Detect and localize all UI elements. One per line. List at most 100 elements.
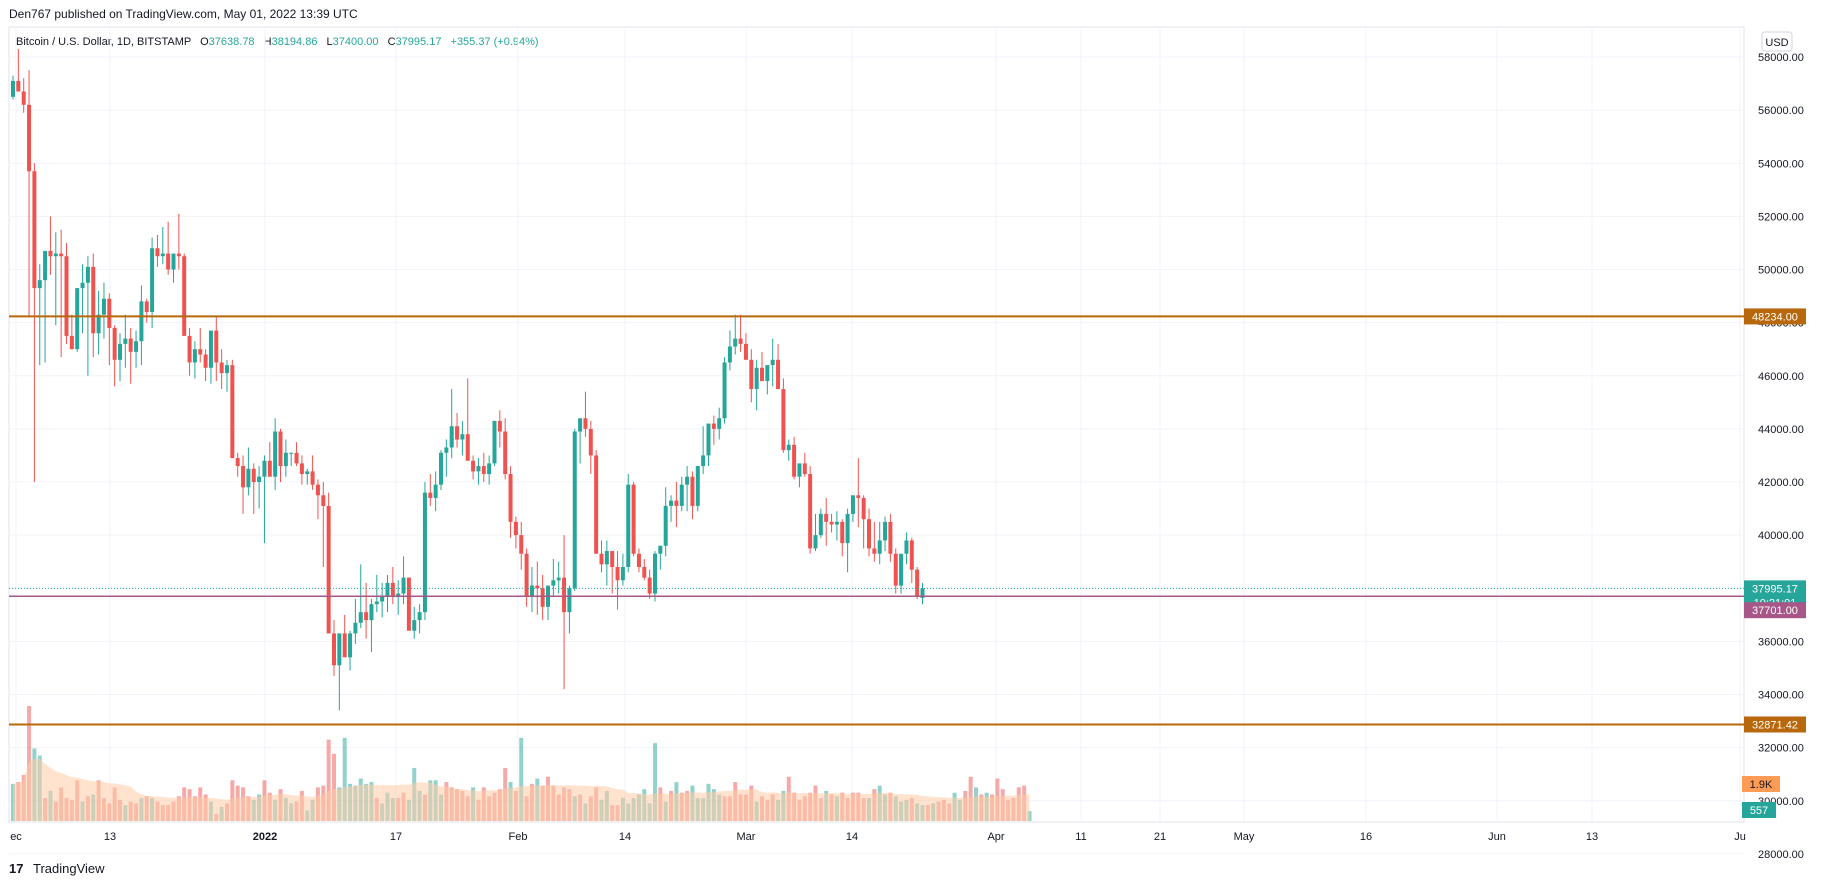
candle-body bbox=[396, 593, 401, 597]
alert-price-badge: 37701.00 bbox=[1744, 602, 1806, 619]
horizontal-levels[interactable] bbox=[9, 315, 1744, 726]
candle-body bbox=[497, 420, 502, 432]
x-tick-label: 13 bbox=[1586, 831, 1598, 843]
candle-body bbox=[824, 513, 829, 522]
candle-body bbox=[567, 588, 572, 613]
candle-body bbox=[615, 567, 620, 581]
x-tick-label: 14 bbox=[846, 831, 858, 843]
candle-body bbox=[214, 330, 219, 363]
candle-body bbox=[96, 314, 101, 334]
candle-body bbox=[134, 341, 139, 352]
candle-body bbox=[64, 256, 69, 336]
candle-body bbox=[225, 365, 229, 374]
y-tick-label: 40000.00 bbox=[1758, 530, 1804, 542]
candle-body bbox=[487, 463, 492, 475]
candle-body bbox=[283, 452, 288, 467]
candle-body bbox=[326, 505, 331, 634]
y-tick-label: 42000.00 bbox=[1758, 477, 1804, 489]
candle-body bbox=[246, 468, 251, 488]
candle-body bbox=[904, 540, 909, 554]
candle-body bbox=[727, 346, 732, 363]
candle-body bbox=[53, 253, 58, 257]
candle-body bbox=[262, 460, 267, 477]
candle-body bbox=[535, 585, 540, 589]
x-tick-label: Mar bbox=[737, 831, 756, 843]
x-tick-label: 11 bbox=[1075, 831, 1086, 843]
candle-body bbox=[877, 540, 882, 554]
candle-body bbox=[802, 463, 807, 475]
grid bbox=[9, 27, 1744, 855]
candle-body bbox=[342, 633, 347, 658]
candle-body bbox=[765, 365, 770, 382]
candle-body bbox=[91, 266, 96, 334]
candle-body bbox=[107, 298, 112, 328]
candle-body bbox=[562, 577, 567, 613]
tv-logo-icon: 17 bbox=[9, 861, 23, 876]
candle-body bbox=[294, 452, 299, 464]
candle-body bbox=[444, 447, 449, 453]
volume-ma-badge-bg bbox=[1742, 776, 1780, 792]
price-axis[interactable]: 58000.00 56000.00 54000.00 52000.00 50000.00… bbox=[1758, 52, 1804, 885]
candle-body bbox=[743, 343, 748, 360]
candle-body bbox=[685, 476, 690, 485]
candle-body bbox=[620, 567, 625, 581]
candle-body bbox=[144, 301, 149, 312]
candle-body bbox=[176, 253, 181, 257]
candle-body bbox=[171, 253, 176, 270]
candle-body bbox=[428, 492, 433, 498]
alert-price-badge-bg bbox=[1744, 602, 1806, 619]
published-by-text: Den767 published on TradingView.com, May… bbox=[9, 7, 358, 21]
candle-body bbox=[588, 428, 593, 456]
candle-body bbox=[808, 474, 813, 549]
candle-body bbox=[422, 492, 427, 613]
alert-price-badge-text: 37701.00 bbox=[1752, 605, 1798, 617]
candle-body bbox=[112, 327, 117, 360]
candle-body bbox=[599, 553, 604, 565]
candle-body bbox=[150, 248, 155, 312]
candle-body bbox=[503, 431, 508, 475]
candle-body bbox=[80, 282, 85, 289]
candle-body bbox=[663, 505, 668, 546]
support-price-badge-text: 32871.42 bbox=[1752, 719, 1798, 731]
candle-body bbox=[722, 362, 727, 419]
currency-button[interactable]: USD bbox=[1761, 31, 1793, 52]
tradingview-logo[interactable]: 17 TradingView bbox=[9, 861, 105, 876]
candle-body bbox=[433, 484, 438, 498]
x-tick-label: 17 bbox=[390, 831, 402, 843]
change-value: +355.37 (+0.94%) bbox=[451, 36, 539, 48]
brand-text: TradingView bbox=[33, 861, 105, 876]
candle-body bbox=[315, 484, 320, 496]
candle-body bbox=[380, 596, 385, 602]
candle-body bbox=[219, 362, 224, 374]
candle-body bbox=[872, 548, 877, 554]
candle-body bbox=[230, 365, 235, 459]
candle-body bbox=[412, 620, 417, 631]
candle-body bbox=[792, 444, 797, 477]
x-tick-label: 21 bbox=[1154, 831, 1166, 843]
candle-body bbox=[182, 256, 187, 336]
x-tick-label: 2022 bbox=[253, 831, 277, 843]
candle-body bbox=[519, 535, 524, 554]
candle-body bbox=[909, 540, 914, 570]
candle-body bbox=[251, 468, 256, 482]
candle-body bbox=[711, 423, 716, 429]
candle-body bbox=[610, 551, 615, 567]
last-price-badge-text: 37995.17 bbox=[1752, 583, 1798, 595]
x-tick-label: May bbox=[1234, 831, 1255, 843]
candle-body bbox=[166, 253, 171, 270]
time-axis[interactable]: ec 13 2022 17 Feb 14 Mar 14 Apr 11 21 May 16 Jun 13 Ju bbox=[10, 831, 1746, 843]
x-tick-label: Apr bbox=[987, 831, 1004, 843]
candle-body bbox=[139, 301, 144, 342]
volume-bar bbox=[342, 737, 347, 821]
candle-body bbox=[160, 253, 165, 257]
volume-last-badge: 557 bbox=[1742, 802, 1776, 818]
candle-body bbox=[481, 466, 486, 475]
candle-body bbox=[299, 463, 304, 475]
candle-body bbox=[257, 476, 262, 482]
close-label: C bbox=[388, 36, 396, 48]
y-tick-label: 50000.00 bbox=[1758, 265, 1804, 277]
candle-body bbox=[524, 553, 529, 597]
candle-body bbox=[59, 253, 64, 257]
candle-body bbox=[101, 298, 106, 315]
